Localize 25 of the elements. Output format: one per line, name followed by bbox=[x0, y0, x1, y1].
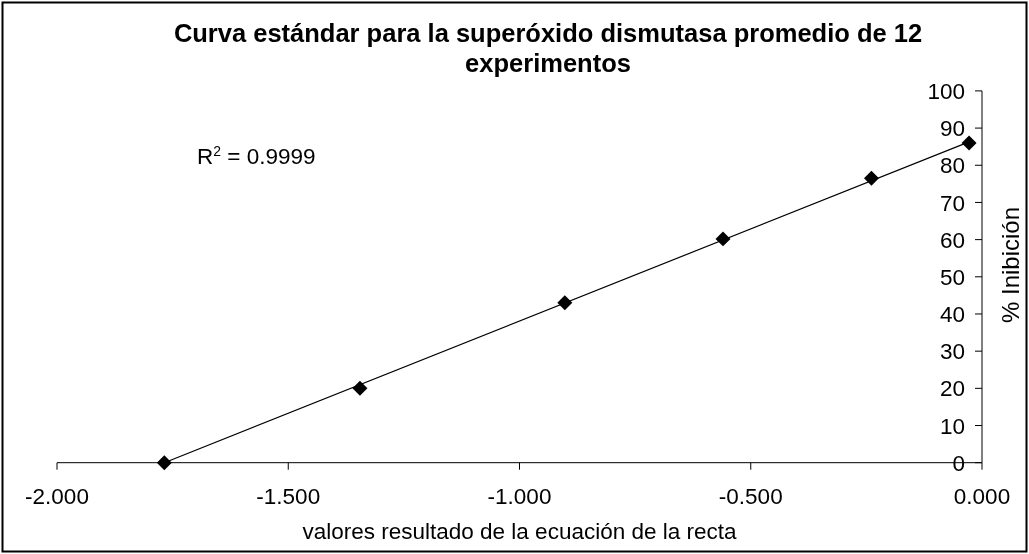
point bbox=[557, 295, 573, 311]
x-tick-label: -0.500 bbox=[718, 483, 783, 509]
y-tick-label: 70 bbox=[939, 190, 965, 216]
point bbox=[156, 455, 172, 471]
point bbox=[961, 135, 977, 151]
y-tick-label: 60 bbox=[939, 227, 965, 253]
y-tick-label: 10 bbox=[939, 413, 965, 439]
y-tick-label: 80 bbox=[939, 153, 965, 179]
y-tick-label: 30 bbox=[939, 339, 965, 365]
x-tick-label: -2.000 bbox=[25, 483, 89, 509]
y-tick-label: 100 bbox=[927, 79, 965, 104]
point bbox=[715, 231, 731, 247]
x-tick-label: 0.000 bbox=[953, 483, 1011, 509]
y-axis-title: % Inibición bbox=[997, 206, 1024, 324]
y-tick-label: 50 bbox=[939, 264, 965, 290]
y-tick-label: 90 bbox=[939, 116, 965, 142]
point bbox=[352, 380, 368, 396]
x-tick-label: -1.000 bbox=[487, 483, 552, 509]
chart-title: Curva estándar para la superóxido dismutasa promedio de 12 experimentos bbox=[173, 19, 923, 77]
x-tick-label: -1.500 bbox=[256, 483, 321, 509]
y-tick-label: 20 bbox=[939, 376, 965, 402]
annotation: R$^{2}$ = 0.9999 bbox=[197, 143, 316, 169]
y-tick-label: 40 bbox=[939, 302, 965, 328]
x-axis-title: valores resultado de la ecuación de la recta bbox=[302, 518, 737, 544]
point bbox=[863, 170, 879, 186]
